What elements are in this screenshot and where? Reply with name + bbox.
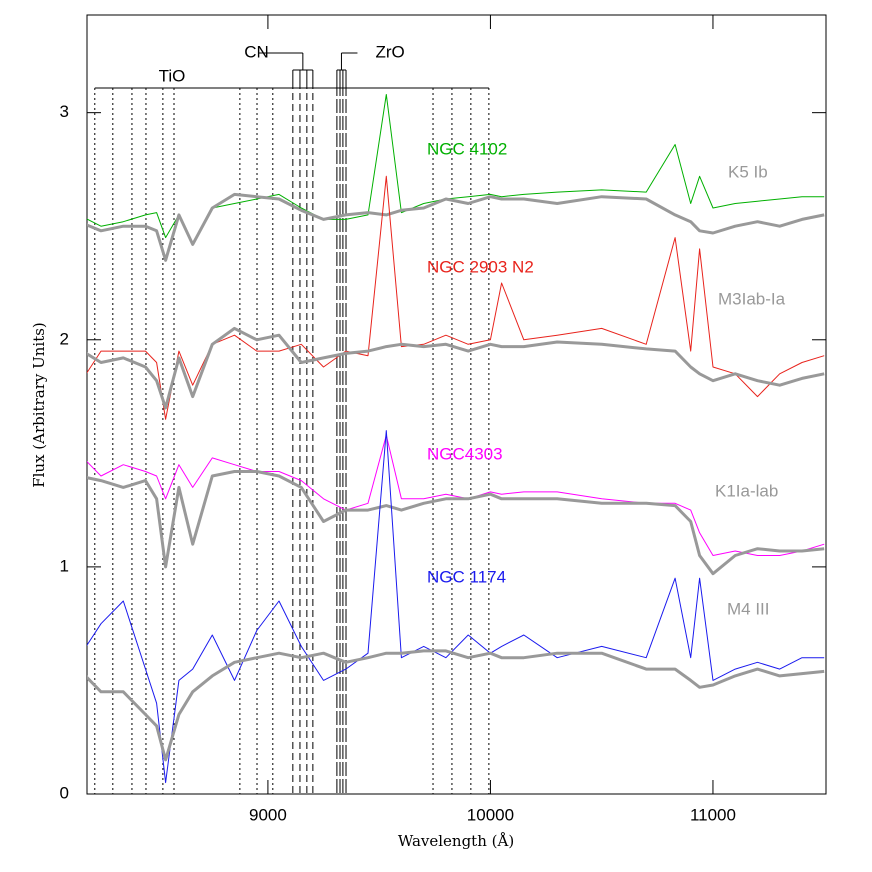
y-tick-label: 3 — [60, 102, 69, 121]
spectrum-line — [87, 326, 825, 410]
spectrum-line — [87, 175, 825, 420]
y-axis-label: Flux (Arbitrary Units) — [30, 322, 48, 488]
series-label: M3Iab-Ia — [718, 289, 786, 308]
spectrum-line — [87, 192, 825, 262]
x-axis-label: Wavelength (Å) — [398, 832, 514, 850]
series-label: K5 Ib — [728, 162, 768, 181]
group-label: CN — [244, 42, 269, 61]
spectrum-line — [87, 470, 825, 576]
spectrum-line — [87, 649, 825, 762]
x-tick-label: 10000 — [467, 805, 514, 824]
x-tick-label: 11000 — [690, 805, 736, 824]
group-label: ZrO — [375, 42, 404, 61]
series-label: M4 III — [727, 599, 770, 618]
series-label: NGC 4102 — [427, 139, 507, 158]
y-tick-label: 0 — [60, 783, 69, 802]
plot-frame — [86, 14, 827, 795]
spectrum-line — [87, 434, 825, 556]
series-label: NGC4303 — [427, 444, 503, 463]
x-tick-label: 9000 — [249, 805, 287, 824]
series-label: NGC 2903 N2 — [427, 257, 534, 276]
y-tick-label: 2 — [60, 329, 69, 348]
group-label: TiO — [159, 66, 186, 85]
series-label: K1Ia-lab — [715, 481, 778, 500]
series-label: NGC 1174 — [427, 567, 506, 586]
y-tick-label: 1 — [60, 556, 69, 575]
